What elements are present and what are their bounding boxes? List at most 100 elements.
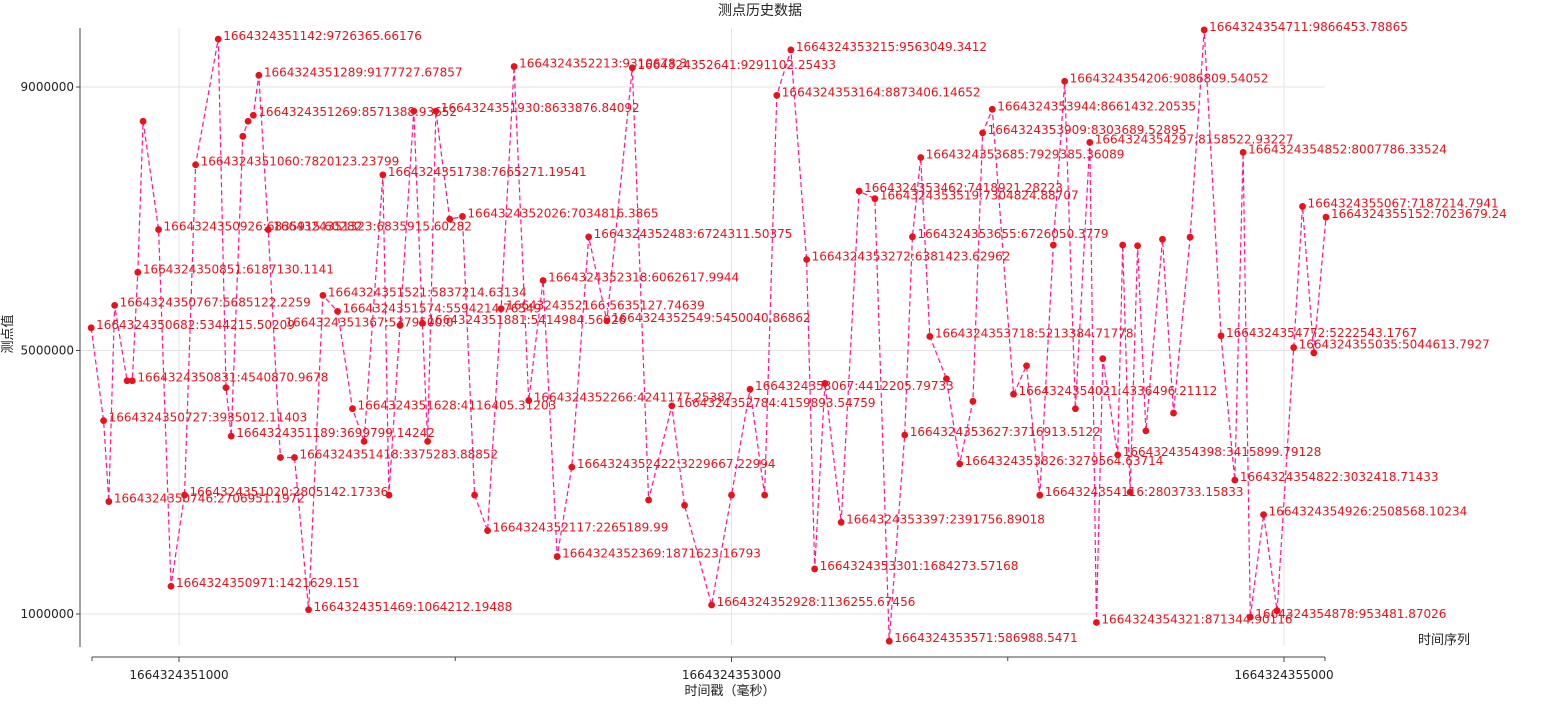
data-label: 1664324353272:6381423.62962	[812, 249, 1011, 263]
x-tick-label: 1664324351000	[129, 668, 228, 682]
data-point	[1299, 203, 1306, 210]
y-ticks: 1000000 5000000 9000000	[21, 80, 80, 621]
data-label: 1664324352928:1136255.67456	[717, 595, 916, 609]
data-point	[1260, 511, 1267, 519]
data-point	[222, 384, 230, 392]
data-point	[276, 454, 284, 461]
data-label: 1664324353909:8303689.52895	[988, 123, 1187, 137]
series-line	[90, 29, 1327, 642]
data-point	[1072, 405, 1079, 413]
x-ticks: 1664324351000 1664324353000 1664324355000	[91, 657, 1334, 682]
data-point	[708, 601, 716, 609]
data-label: 1664324351574:5594214.76549	[343, 301, 542, 315]
data-label: 1664324353215:9563049.3412	[796, 40, 987, 54]
data-point	[885, 637, 893, 645]
data-label: 1664324355152:7023679.24	[1331, 207, 1507, 221]
data-label: 1664324354021:4336496.21112	[1019, 384, 1218, 398]
data-label: 1664324351628:4116405.31203	[357, 399, 556, 413]
gridlines	[80, 28, 1325, 645]
data-point	[291, 454, 298, 461]
data-point	[1049, 241, 1057, 249]
data-point	[105, 498, 113, 505]
data-point	[773, 91, 781, 99]
data-label: 1664324351469:1064212.19488	[314, 600, 513, 614]
data-point	[553, 553, 561, 560]
data-point	[1159, 235, 1166, 243]
data-point	[446, 215, 454, 223]
data-point	[1246, 613, 1254, 621]
data-point	[484, 527, 491, 535]
x-tick-label: 1664324353000	[682, 668, 781, 682]
data-label: 1664324353571:586988.5471	[894, 631, 1077, 645]
data-point	[1086, 139, 1094, 146]
data-point	[909, 233, 916, 241]
data-label: 1664324354398:3415899.79128	[1123, 445, 1322, 459]
data-point	[568, 463, 576, 471]
data-label: 1664324351020:2805142.17336	[190, 485, 389, 499]
x-axis-title: 时间戳（毫秒）	[684, 683, 775, 699]
data-label: 1664324352369:1871623.16793	[562, 547, 761, 561]
data-point	[1093, 619, 1100, 626]
data-point	[432, 107, 440, 115]
data-point	[1200, 26, 1208, 34]
data-point	[988, 105, 996, 113]
data-point	[761, 491, 769, 499]
data-label: 1664324353718:5213384.71778	[935, 326, 1134, 340]
data-label: 1664324350926:6835915.60282	[164, 220, 363, 234]
data-label: 1664324352318:6062617.9944	[548, 271, 739, 285]
data-point	[123, 377, 131, 385]
data-point	[128, 377, 136, 385]
data-point	[645, 496, 653, 504]
data-point	[111, 301, 119, 309]
data-point	[821, 380, 829, 387]
data-point	[803, 256, 811, 263]
data-point	[1010, 390, 1017, 398]
data-label: 1664324351289:9177727.67857	[264, 65, 463, 79]
data-label: 1664324352213:9310678.3	[519, 57, 687, 71]
data-point	[410, 107, 418, 115]
y-axis-title: 测点值	[0, 314, 16, 353]
data-label: 1664324351060:7820123.23799	[201, 155, 400, 169]
data-point	[943, 375, 950, 383]
y-tick-label: 1000000	[21, 607, 74, 621]
data-point	[746, 385, 754, 393]
data-point	[1114, 451, 1122, 459]
data-point	[969, 397, 977, 405]
data-point	[1023, 362, 1030, 370]
data-point	[155, 226, 162, 233]
data-point	[1170, 409, 1177, 417]
data-point	[396, 321, 404, 329]
data-point	[668, 402, 676, 410]
data-label: 1664324351367:5379500.0	[285, 316, 453, 330]
data-label: 1664324351881:5414984.56926	[427, 313, 626, 327]
data-label: 1664324352266:4241177.25387	[534, 390, 733, 404]
data-point	[305, 606, 312, 614]
data-label: 1664324353944:8661432.20535	[997, 99, 1196, 113]
data-label: 1664324350682:5344215.50209	[96, 318, 295, 332]
data-label: 1664324355035:5044613.7927	[1299, 338, 1490, 352]
chart-title: 测点历史数据	[718, 3, 802, 19]
data-label: 1664324350767:5685122.2259	[120, 295, 311, 309]
data-point	[418, 319, 426, 327]
data-label: 1664324353164:8873406.14652	[782, 85, 981, 99]
data-point	[1142, 427, 1150, 435]
data-point	[424, 437, 432, 445]
data-label: 1664324350746:2706951.1972	[114, 492, 305, 506]
data-label: 1664324354116:2803733.15833	[1045, 485, 1244, 499]
data-label: 1664324351418:3375283.88852	[299, 448, 498, 462]
data-point	[167, 582, 175, 590]
data-label: 1664324354772:5222543.1767	[1226, 326, 1417, 340]
data-label: 1664324351323:6835915.60282	[273, 220, 472, 234]
data-label: 1664324354878:953481.87026	[1255, 607, 1446, 621]
data-point	[139, 117, 147, 125]
data-label: 1664324351269:8571388.93652	[258, 105, 457, 119]
data-point	[249, 111, 257, 119]
data-label: 1664324353826:3279564.63714	[965, 454, 1164, 468]
data-point	[334, 307, 341, 315]
data-point	[1186, 233, 1194, 241]
data-point	[811, 565, 819, 573]
data-label: 1664324351189:3699799.14242	[236, 426, 435, 440]
point-labels: 1664324350682:5344215.50209 1664324350727…	[96, 20, 1507, 645]
data-label: 1664324353301:1684273.57168	[820, 559, 1019, 573]
data-point	[1119, 241, 1127, 249]
